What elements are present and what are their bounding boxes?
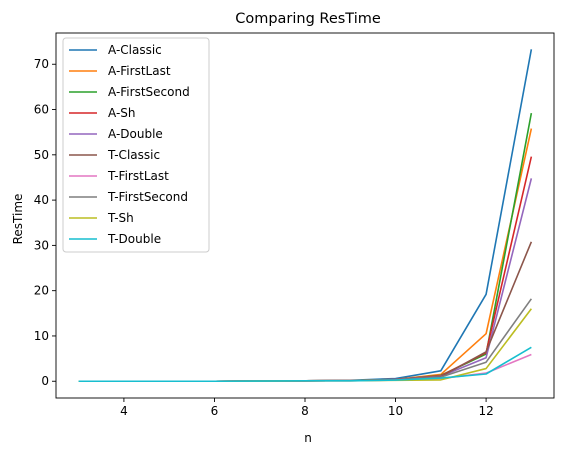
legend-label-t-classic: T-Classic bbox=[107, 148, 160, 162]
y-tick-label: 50 bbox=[34, 148, 49, 162]
legend-label-t-firstsecond: T-FirstSecond bbox=[107, 190, 188, 204]
y-tick-label: 30 bbox=[34, 238, 49, 252]
y-tick-label: 10 bbox=[34, 329, 49, 343]
x-tick-label: 8 bbox=[301, 404, 309, 418]
y-tick-label: 60 bbox=[34, 103, 49, 117]
legend-label-a-firstsecond: A-FirstSecond bbox=[108, 85, 190, 99]
legend-label-a-classic: A-Classic bbox=[108, 43, 162, 57]
x-tick-label: 12 bbox=[478, 404, 493, 418]
y-tick-label: 70 bbox=[34, 57, 49, 71]
x-tick-label: 4 bbox=[120, 404, 128, 418]
x-tick-label: 6 bbox=[211, 404, 219, 418]
legend-label-t-sh: T-Sh bbox=[107, 211, 134, 225]
y-tick-label: 20 bbox=[34, 284, 49, 298]
y-tick-label: 40 bbox=[34, 193, 49, 207]
x-axis-label: n bbox=[304, 431, 312, 445]
chart-title: Comparing ResTime bbox=[235, 11, 381, 27]
legend-box bbox=[62, 37, 210, 253]
y-axis: 0 10 20 30 40 50 60 70 bbox=[34, 57, 56, 388]
x-axis: 4 6 8 10 12 bbox=[120, 398, 494, 418]
x-tick-label: 10 bbox=[388, 404, 403, 418]
y-axis-label: ResTime bbox=[11, 194, 25, 245]
legend: A-Classic A-FirstLast A-FirstSecond A-Sh A-D… bbox=[62, 37, 210, 253]
y-tick-label: 0 bbox=[41, 374, 49, 388]
legend-label-a-double: A-Double bbox=[108, 127, 163, 141]
legend-label-t-firstlast: T-FirstLast bbox=[107, 169, 169, 183]
legend-label-t-double: T-Double bbox=[107, 232, 161, 246]
legend-label-a-sh: A-Sh bbox=[108, 106, 136, 120]
plot-area bbox=[55, 32, 555, 399]
legend-label-a-firstlast: A-FirstLast bbox=[108, 64, 171, 78]
series-line-t-double bbox=[78, 346, 532, 383]
